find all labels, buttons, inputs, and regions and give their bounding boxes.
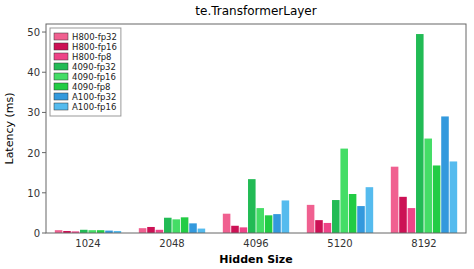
y-tick <box>42 112 46 113</box>
legend-label: 4090-fp8 <box>72 82 111 92</box>
legend-swatch <box>54 43 68 50</box>
bar <box>315 220 323 233</box>
bar <box>307 205 315 233</box>
bar <box>265 215 273 233</box>
bar <box>450 161 458 233</box>
y-tick-label: 10 <box>27 188 40 199</box>
legend-label: H800-fp8 <box>72 52 111 62</box>
bar <box>416 34 424 233</box>
legend-label: 4090-fp32 <box>72 62 116 72</box>
legend-swatch <box>54 63 68 70</box>
bar <box>340 149 348 233</box>
legend: H800-fp32H800-fp16H800-fp84090-fp324090-… <box>50 28 121 116</box>
legend-label: A100-fp16 <box>72 102 116 112</box>
bar <box>231 226 239 233</box>
bar <box>408 208 416 233</box>
y-axis-label: Latency (ms) <box>3 92 16 164</box>
title: te.TransformerLayer <box>195 4 316 18</box>
x-tick-label: 4096 <box>243 238 268 249</box>
legend-label: H800-fp16 <box>72 42 117 52</box>
bar <box>399 197 407 233</box>
bar <box>273 214 281 233</box>
x-tick-label: 1024 <box>75 238 100 249</box>
bar <box>164 218 172 233</box>
y-tick-label: 0 <box>34 228 40 239</box>
bar <box>198 229 206 233</box>
y-tick-label: 50 <box>27 27 40 38</box>
y-tick-label: 30 <box>27 107 40 118</box>
bar <box>147 227 155 233</box>
bar <box>256 208 264 233</box>
bar <box>424 139 432 233</box>
bar <box>332 200 340 233</box>
bar <box>172 219 180 233</box>
bar <box>391 167 399 233</box>
bar <box>366 187 374 233</box>
legend-swatch <box>54 83 68 90</box>
y-tick <box>42 233 46 234</box>
legend-label: 4090-fp16 <box>72 72 116 82</box>
bar <box>240 227 248 233</box>
bars <box>55 34 457 233</box>
legend-swatch <box>54 73 68 80</box>
legend-box <box>50 28 121 116</box>
bar <box>248 179 256 233</box>
legend-swatch <box>54 93 68 100</box>
y-tick-label: 20 <box>27 148 40 159</box>
bar <box>139 228 147 233</box>
chart: te.TransformerLayer 0 10 20 30 40 50 1024 2048 40… <box>0 0 474 269</box>
legend-swatch <box>54 53 68 60</box>
bar <box>282 200 290 233</box>
plot-frame <box>46 24 466 233</box>
bar <box>349 194 357 233</box>
y-tick <box>42 72 46 73</box>
bar <box>433 165 441 233</box>
y-tick-label: 40 <box>27 67 40 78</box>
bar <box>357 206 365 233</box>
bar <box>324 223 332 233</box>
bar <box>189 223 197 233</box>
legend-swatch <box>54 103 68 110</box>
legend-swatch <box>54 33 68 40</box>
bar <box>181 217 189 233</box>
y-tick <box>42 32 46 33</box>
y-tick <box>42 192 46 193</box>
legend-label: A100-fp32 <box>72 92 116 102</box>
bar <box>441 116 449 233</box>
legend-label: H800-fp32 <box>72 32 117 42</box>
y-tick <box>42 152 46 153</box>
x-axis-label: Hidden Size <box>219 253 292 266</box>
bar <box>223 214 231 233</box>
x-tick-label: 8192 <box>411 238 436 249</box>
x-tick-label: 5120 <box>327 238 352 249</box>
x-tick-label: 2048 <box>159 238 184 249</box>
